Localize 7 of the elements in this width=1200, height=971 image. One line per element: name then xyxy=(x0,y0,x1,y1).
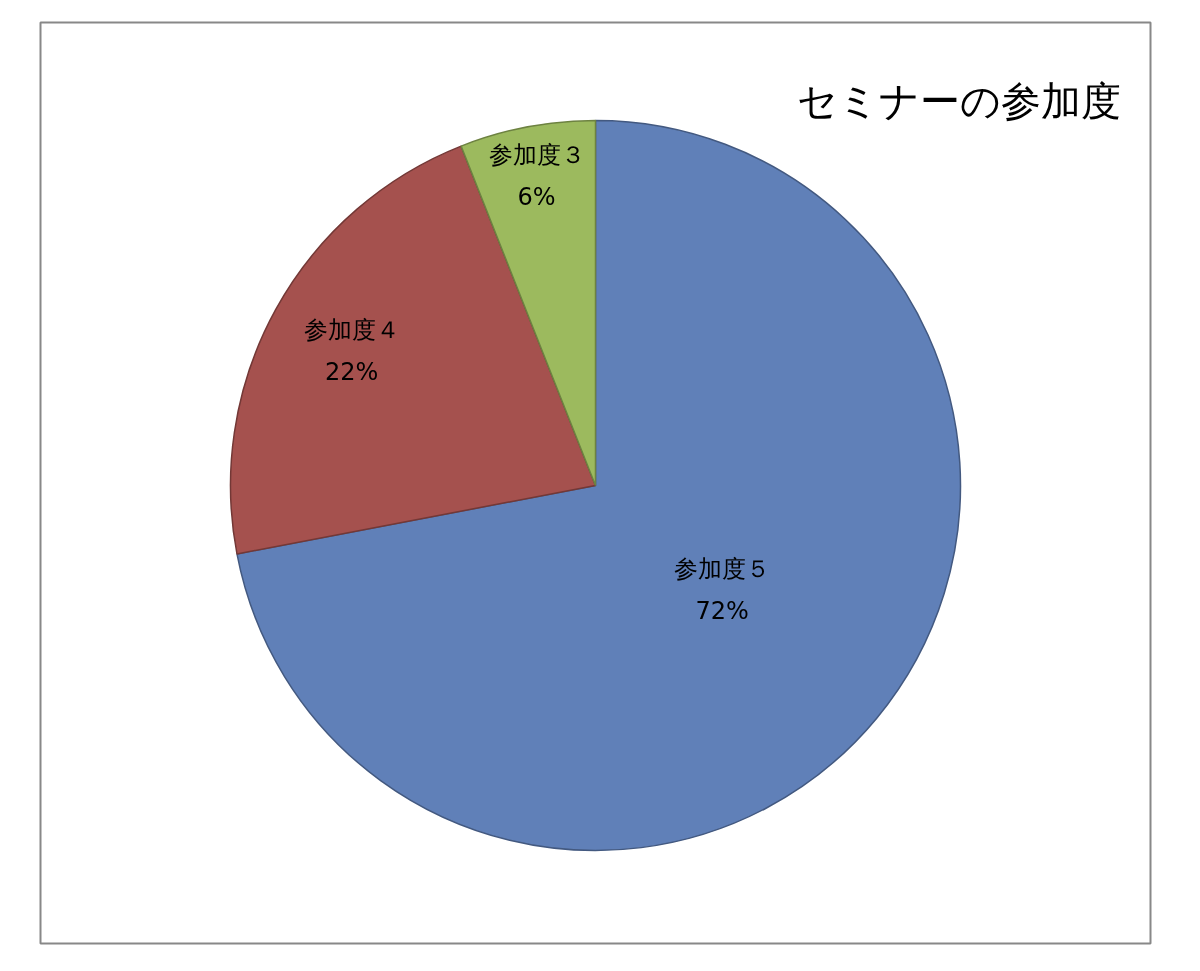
slice-label: 参加度４ xyxy=(303,316,400,345)
slice-label: 参加度３ xyxy=(488,141,585,170)
data-label: 72% xyxy=(695,597,749,626)
chart-title: セミナーの参加度 xyxy=(796,77,1121,124)
slice-label: 参加度５ xyxy=(674,555,771,584)
data-label: 6% xyxy=(517,183,556,212)
data-label: 22% xyxy=(324,358,379,387)
